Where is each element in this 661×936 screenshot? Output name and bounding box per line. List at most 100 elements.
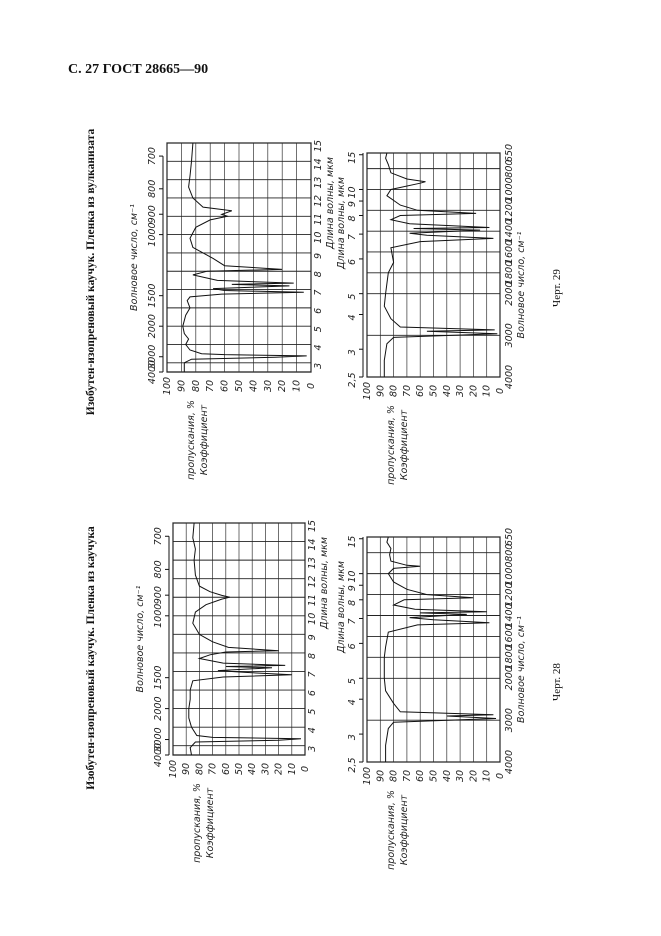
tick-label-transmittance: 70	[402, 770, 413, 782]
spectrum-line	[383, 152, 498, 377]
tick-label-wavelength: 14	[307, 539, 318, 551]
tick-label-transmittance: 90	[181, 763, 192, 775]
figure-caption: Изобутен-изопреновый каучук. Пленка из к…	[85, 526, 97, 790]
tick-label-wavelength: 11	[307, 594, 318, 606]
tick-label-wavelength: 2,5	[347, 372, 358, 387]
tick-label-transmittance: 30	[455, 770, 466, 782]
tick-label-transmittance: 80	[191, 380, 202, 392]
tick-label-wavelength: 9	[347, 201, 358, 207]
tick-label-transmittance: 60	[415, 385, 426, 397]
tick-label-wavelength: 6	[313, 308, 324, 314]
tick-label-transmittance: 10	[292, 380, 303, 392]
axis-title-transmittance: Коэффициент	[199, 404, 210, 475]
tick-label-wavelength: 4	[347, 314, 358, 320]
tick-label-wavelength: 5	[347, 294, 358, 300]
tick-label-transmittance: 10	[287, 763, 298, 775]
tick-label-wavenumber: 1200	[504, 582, 515, 606]
tick-label-wavelength: 12	[313, 195, 324, 207]
axis-title-transmittance: пропускания, %	[386, 405, 397, 485]
tick-label-wavenumber: 1800	[504, 645, 515, 669]
tick-label-wavelength: 3	[347, 734, 358, 740]
tick-label-wavenumber: 4000	[504, 365, 515, 389]
tick-label-wavenumber: 3000	[153, 727, 164, 751]
tick-label-wavenumber: 3000	[504, 708, 515, 732]
tick-label-wavelength: 10	[347, 571, 358, 583]
tick-label-wavelength: 6	[347, 643, 358, 649]
tick-label-transmittance: 50	[234, 763, 245, 775]
chart-2	[159, 142, 312, 373]
axis-title-transmittance: Коэффициент	[399, 409, 410, 480]
tick-label-wavenumber: 1400	[504, 603, 515, 627]
tick-label-transmittance: 40	[442, 385, 453, 397]
axis-title-wavelength: Длина волны, мкм	[319, 537, 330, 630]
tick-label-transmittance: 20	[468, 385, 479, 397]
page-header: С. 27 ГОСТ 28665—90	[68, 62, 209, 77]
tick-label-wavenumber: 650	[504, 528, 515, 546]
tick-label-transmittance: 30	[455, 385, 466, 397]
tick-label-transmittance: 80	[389, 770, 400, 782]
tick-label-wavelength: 15	[347, 152, 358, 164]
tick-label-wavelength: 7	[347, 618, 358, 624]
tick-label-wavelength: 7	[307, 671, 318, 677]
tick-label-wavelength: 15	[347, 536, 358, 548]
tick-label-wavelength: 10	[347, 186, 358, 198]
axis-title-wavenumber: Волновое число, см⁻¹	[516, 231, 527, 338]
tick-label-wavenumber: 800	[147, 180, 158, 198]
tick-label-wavelength: 4	[307, 727, 318, 733]
axis-title-transmittance: пропускания, %	[386, 790, 397, 870]
tick-label-wavelength: 8	[313, 271, 324, 277]
tick-label-wavelength: 10	[313, 232, 324, 244]
tick-label-wavelength: 8	[347, 600, 358, 606]
tick-label-transmittance: 40	[442, 770, 453, 782]
axis-title-wavenumber: Волновое число, см⁻¹	[129, 204, 140, 311]
tick-label-transmittance: 60	[415, 770, 426, 782]
chart-1	[359, 536, 501, 763]
tick-label-wavelength: 3	[307, 746, 318, 752]
tick-label-wavenumber: 1400	[504, 219, 515, 243]
tick-label-transmittance: 50	[429, 770, 440, 782]
tick-label-transmittance: 90	[176, 380, 187, 392]
axis-title-transmittance: Коэффициент	[205, 787, 216, 858]
tick-label-wavelength: 9	[307, 634, 318, 640]
tick-label-wavenumber: 1000	[504, 562, 515, 586]
tick-label-wavelength: 9	[313, 253, 324, 259]
tick-label-wavenumber: 1600	[504, 240, 515, 264]
tick-label-wavenumber: 800	[153, 560, 164, 578]
tick-label-wavenumber: 800	[504, 544, 515, 562]
tick-label-wavelength: 3	[347, 349, 358, 355]
chart-3	[359, 152, 501, 378]
tick-label-wavenumber: 2000	[147, 314, 158, 338]
tick-label-wavenumber: 4000	[153, 743, 164, 767]
tick-label-wavenumber: 1600	[504, 624, 515, 648]
tick-label-wavenumber: 1000	[504, 177, 515, 201]
tick-label-wavelength: 13	[307, 557, 318, 569]
tick-label-transmittance: 0	[300, 766, 311, 772]
tick-label-wavenumber: 1200	[504, 198, 515, 222]
tick-label-transmittance: 60	[221, 763, 232, 775]
figure-caption: Изобутен-изопреновый каучук. Пленка из в…	[85, 129, 97, 416]
tick-label-transmittance: 30	[260, 763, 271, 775]
tick-label-wavelength: 9	[347, 585, 358, 591]
tick-label-transmittance: 60	[220, 380, 231, 392]
tick-label-wavelength: 7	[313, 290, 324, 296]
tick-label-wavelength: 4	[347, 699, 358, 705]
axis-title-wavelength: Длина волны, мкм	[336, 561, 347, 654]
tick-label-wavelength: 8	[347, 215, 358, 221]
axis-title-wavelength: Длина волны, мкм	[336, 177, 347, 270]
spectrum-line	[188, 522, 302, 756]
tick-label-transmittance: 20	[274, 763, 285, 775]
spectrum-line	[182, 142, 307, 372]
tick-label-wavelength: 2,5	[347, 757, 358, 772]
tick-label-wavenumber: 700	[147, 147, 158, 165]
tick-label-wavenumber: 900	[147, 205, 158, 223]
tick-label-wavelength: 5	[313, 326, 324, 332]
tick-label-transmittance: 70	[205, 380, 216, 392]
tick-label-wavelength: 4	[313, 344, 324, 350]
tick-label-wavelength: 3	[313, 363, 324, 369]
tick-label-transmittance: 70	[402, 385, 413, 397]
tick-label-wavenumber: 2000	[504, 282, 515, 306]
tick-label-wavelength: 6	[347, 259, 358, 265]
tick-label-wavelength: 5	[307, 709, 318, 715]
tick-label-transmittance: 90	[375, 770, 386, 782]
tick-label-wavenumber: 900	[153, 586, 164, 604]
